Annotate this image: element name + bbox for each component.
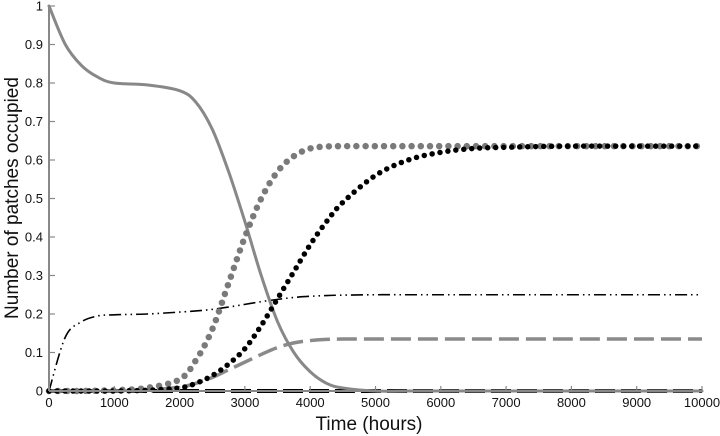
series-line-dotted-large (45, 142, 706, 395)
x-ticks: 0 1000 2000 3000 4000 5000 6000 7000 8000 9000 100… (45, 386, 720, 410)
series-line-dash-dot-dot (48, 293, 702, 392)
x-tick-label: 9000 (622, 395, 651, 410)
y-tick-label: 0.8 (25, 76, 43, 91)
axes: 0 1000 2000 3000 4000 5000 6000 7000 8000 9000 100… (25, 0, 720, 410)
x-tick-label: 0 (45, 395, 52, 410)
x-axis-title: Time (hours) (316, 414, 423, 435)
x-tick-label: 1000 (100, 395, 129, 410)
y-tick-label: 0.4 (25, 230, 43, 245)
y-tick-label: 0.6 (25, 153, 43, 168)
x-tick-label: 3000 (230, 395, 259, 410)
y-tick-label: 0.7 (25, 114, 43, 129)
y-axis-title: Number of patches occupied (2, 77, 23, 319)
y-tick-label: 0.3 (25, 268, 43, 283)
series-line-dotted (46, 143, 705, 394)
series-line-solid (47, 4, 704, 393)
x-tick-label: 4000 (296, 395, 325, 410)
x-tick-label: 2000 (165, 395, 194, 410)
x-tick-label: 5000 (361, 395, 390, 410)
y-tick-label: 0 (36, 384, 43, 399)
y-tick-label: 0.5 (25, 191, 43, 206)
plot-area (45, 4, 706, 395)
x-tick-label: 8000 (557, 395, 586, 410)
y-tick-label: 0.2 (25, 307, 43, 322)
x-tick-label: 7000 (492, 395, 521, 410)
y-tick-label: 1 (36, 0, 43, 14)
x-tick-label: 6000 (426, 395, 455, 410)
y-tick-label: 0.1 (25, 345, 43, 360)
x-tick-label: 10000 (684, 395, 720, 410)
y-ticks: 0 0.1 0.2 0.3 0.4 0.5 0.6 0.7 0.8 0.9 1 (25, 0, 55, 399)
y-tick-label: 0.9 (25, 37, 43, 52)
series-line-long-dash (49, 337, 702, 393)
